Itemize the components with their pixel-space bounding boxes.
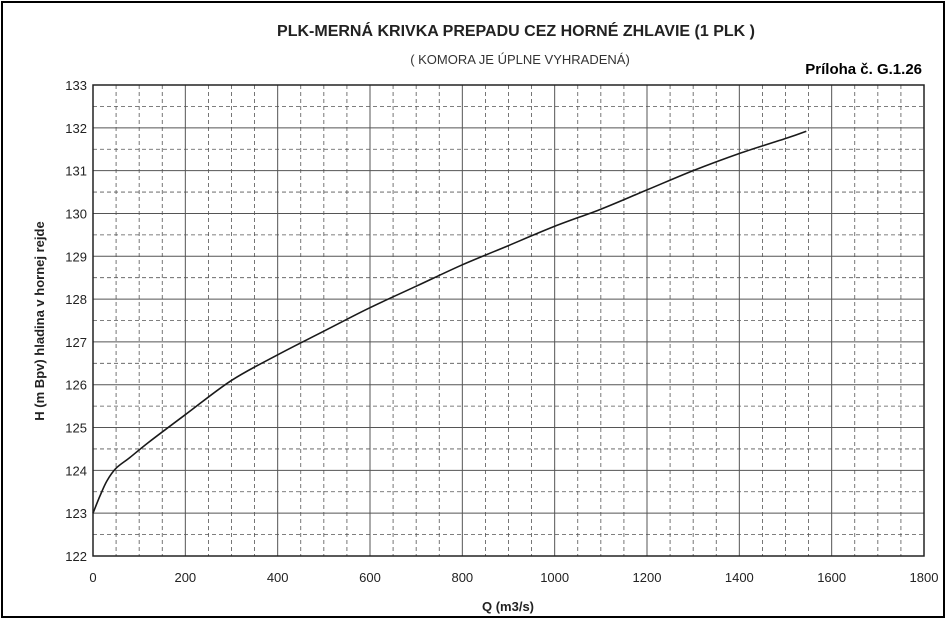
minor-grid [93, 85, 924, 556]
y-tick-label: 127 [65, 335, 87, 350]
annex-label: Príloha č. G.1.26 [805, 61, 922, 78]
x-axis-label: Q (m3/s) [482, 599, 534, 614]
y-tick-label: 129 [65, 249, 87, 264]
y-tick-label: 132 [65, 121, 87, 136]
x-tick-label: 1600 [817, 570, 846, 585]
x-tick-label: 1400 [725, 570, 754, 585]
x-tick-label: 800 [451, 570, 473, 585]
y-tick-label: 126 [65, 378, 87, 393]
y-tick-label: 122 [65, 549, 87, 564]
y-axis-label: H (m Bpv) hladina v hornej rejde [32, 221, 47, 420]
x-tick-label: 0 [89, 570, 96, 585]
x-tick-label: 400 [267, 570, 289, 585]
x-tick-label: 1000 [540, 570, 569, 585]
y-tick-label: 130 [65, 206, 87, 221]
y-tick-label: 123 [65, 506, 87, 521]
x-tick-label: 1800 [910, 570, 939, 585]
plot-border [92, 84, 925, 557]
y-tick-labels: 122 123 124 125 126 127 128 129 130 131 132 133 [65, 78, 87, 564]
x-tick-labels: 0 200 400 600 800 1000 1200 1400 1600 1800 [89, 570, 938, 585]
y-tick-label: 124 [65, 463, 87, 478]
chart-svg: PLK-MERNÁ KRIVKA PREPADU CEZ HORNÉ ZHLAV… [32, 21, 938, 614]
y-tick-label: 131 [65, 164, 87, 179]
chart-subtitle: ( KOMORA JE ÚPLNE VYHRADENÁ) [410, 52, 630, 67]
x-tick-label: 200 [174, 570, 196, 585]
major-grid [93, 85, 924, 556]
y-tick-label: 128 [65, 292, 87, 307]
x-tick-label: 600 [359, 570, 381, 585]
series-group [92, 130, 807, 514]
series-line [92, 130, 807, 514]
x-tick-label: 1200 [633, 570, 662, 585]
y-tick-label: 125 [65, 421, 87, 436]
chart-title: PLK-MERNÁ KRIVKA PREPADU CEZ HORNÉ ZHLAV… [277, 21, 755, 40]
y-tick-label: 133 [65, 78, 87, 93]
